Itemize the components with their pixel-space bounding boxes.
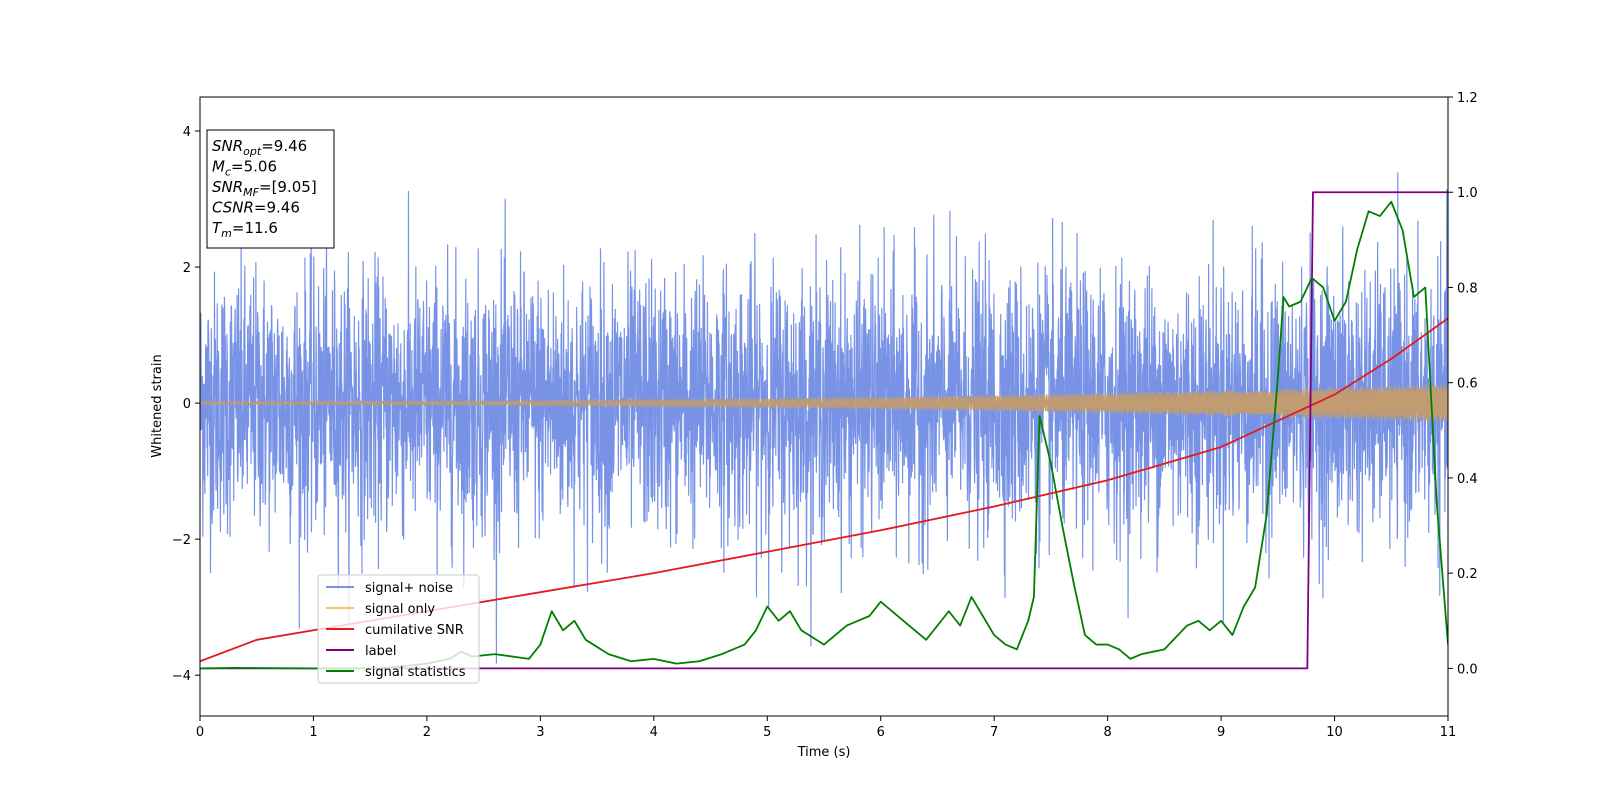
y-right-tick-label: 0.8 — [1457, 281, 1478, 296]
y-left-tick-label: 0 — [183, 397, 191, 412]
annotation-symbol: M — [212, 158, 225, 176]
x-tick-label: 11 — [1440, 725, 1457, 740]
legend-entry: cumilative SNR — [365, 623, 464, 638]
series-signal-only — [200, 384, 1448, 422]
x-axis-label: Time (s) — [797, 745, 851, 760]
x-tick-label: 8 — [1103, 725, 1111, 740]
annotation-line: Tm=11.6 — [212, 219, 278, 240]
legend-frame — [317, 574, 480, 684]
annotation-subscript: MF — [243, 186, 259, 199]
x-tick-label: 10 — [1326, 725, 1343, 740]
y-right-tick-label: 0.6 — [1457, 377, 1478, 392]
annotation-value: =[9.05] — [259, 178, 317, 196]
annotation-value: =5.06 — [231, 158, 277, 176]
series-label — [200, 191, 1448, 670]
legend-entry: label — [365, 644, 396, 659]
annotation-line: CSNR=9.46 — [212, 199, 300, 217]
annotation-subscript: m — [221, 227, 232, 240]
y-right-tick-label: 1.2 — [1457, 91, 1478, 106]
x-tick-label: 0 — [196, 725, 204, 740]
y-left-tick-label: 2 — [183, 261, 191, 276]
y-right-tick-label: 0.2 — [1457, 567, 1478, 582]
y-right-tick-label: 1.0 — [1457, 186, 1478, 201]
annotation-symbol: SNR — [212, 137, 243, 155]
annotation-symbol: T — [212, 219, 223, 237]
annotation-frame — [206, 129, 335, 249]
x-tick-label: 6 — [877, 725, 885, 740]
y-right-tick-label: 0.4 — [1457, 472, 1478, 487]
annotation-line: SNRMF=[9.05] — [212, 178, 317, 199]
legend-entry: signal only — [365, 602, 435, 617]
annotation-symbol: SNR — [212, 178, 243, 196]
y-left-tick-label: 4 — [183, 125, 191, 140]
annotation-line: SNRopt=9.46 — [212, 137, 307, 158]
y-left-tick-label: −2 — [172, 533, 191, 548]
x-tick-label: 3 — [536, 725, 544, 740]
y-left-tick-label: −4 — [172, 669, 191, 684]
y-axis-right: 0.0 0.2 0.4 0.6 0.8 1.0 1.2 — [1448, 91, 1478, 677]
legend: signal+ noise signal only cumilative SNR la… — [317, 574, 480, 684]
x-tick-label: 5 — [763, 725, 771, 740]
annotation-subscript: opt — [243, 145, 262, 158]
annotation-line: Mc=5.06 — [212, 158, 277, 179]
x-tick-label: 7 — [990, 725, 998, 740]
y-right-tick-label: 0.0 — [1457, 662, 1478, 677]
legend-entry: signal+ noise — [365, 581, 453, 596]
series-signal-statistics — [200, 200, 1448, 670]
annotation-symbol: CSNR — [212, 199, 254, 217]
annotation-value: =11.6 — [232, 219, 278, 237]
x-tick-label: 1 — [309, 725, 317, 740]
x-tick-label: 9 — [1217, 725, 1225, 740]
x-tick-label: 4 — [650, 725, 658, 740]
annotation-subscript: c — [225, 166, 231, 179]
annotation-value: =9.46 — [254, 199, 300, 217]
x-tick-label: 2 — [423, 725, 431, 740]
y-axis-left: −4 −2 0 2 4 — [172, 125, 200, 684]
x-axis: 0 1 2 3 4 5 6 7 8 9 10 11 — [196, 716, 1456, 740]
plot-frame — [199, 96, 1449, 717]
y-axis-label: Whitened strain — [150, 354, 165, 457]
annotation-box: SNRopt=9.46Mc=5.06SNRMF=[9.05]CSNR=9.46T… — [206, 129, 335, 249]
annotation-value: =9.46 — [261, 137, 307, 155]
legend-entry: signal statistics — [365, 665, 466, 680]
